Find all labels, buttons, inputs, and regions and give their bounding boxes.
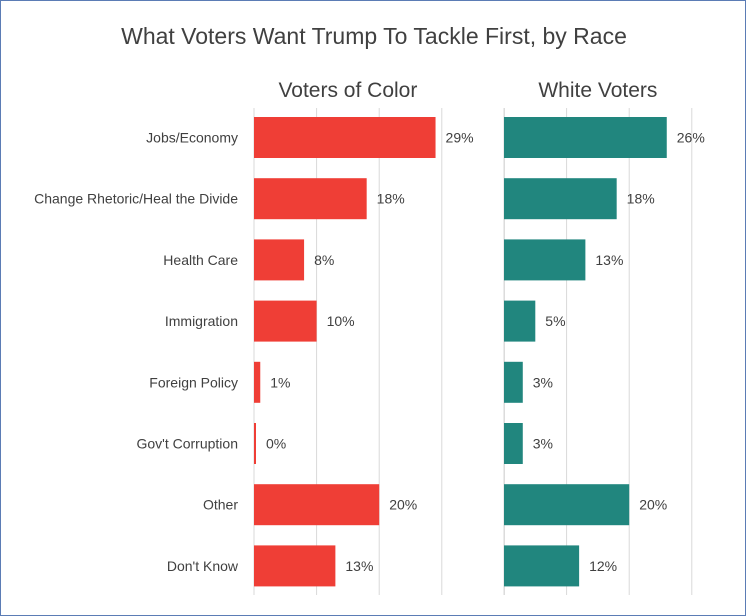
category-label: Don't Know — [167, 558, 239, 574]
bar — [254, 361, 261, 403]
category-label: Health Care — [163, 252, 238, 268]
data-label: 0% — [266, 436, 286, 452]
data-label: 13% — [595, 252, 623, 268]
data-label: 3% — [533, 436, 553, 452]
bar — [254, 484, 380, 526]
category-label: Jobs/Economy — [146, 130, 238, 146]
bar — [504, 545, 580, 587]
data-label: 20% — [639, 497, 667, 513]
bar — [254, 117, 436, 158]
panel-title: Voters of Color — [278, 79, 417, 102]
category-label: Change Rhetoric/Heal the Divide — [34, 191, 238, 207]
data-label: 12% — [589, 558, 617, 574]
data-label: 8% — [314, 252, 334, 268]
bar — [254, 178, 367, 220]
series-panel: Voters of Color 29% 18% 8% 10% 1% 0% 20% 13% — [254, 79, 474, 587]
category-label: Other — [203, 497, 238, 513]
chart-panels: Voters of Color29%18%8%10%1%0%20%13%Whit… — [254, 79, 705, 587]
bar — [504, 423, 523, 464]
bar — [254, 545, 336, 587]
bar — [254, 300, 317, 342]
bar — [254, 239, 305, 281]
bar — [254, 423, 256, 464]
category-labels: Jobs/Economy Change Rhetoric/Heal the Div… — [34, 130, 239, 574]
data-label: 26% — [677, 130, 705, 146]
category-label: Gov't Corruption — [137, 436, 239, 452]
data-label: 13% — [345, 558, 373, 574]
data-label: 10% — [327, 313, 355, 329]
data-label: 5% — [545, 313, 565, 329]
bar — [504, 117, 667, 158]
bar — [504, 484, 630, 526]
data-label: 3% — [533, 374, 553, 390]
category-label: Immigration — [165, 313, 238, 329]
data-label: 29% — [446, 130, 474, 146]
data-label: 18% — [377, 191, 405, 207]
bar — [504, 300, 536, 342]
panel-title: White Voters — [538, 79, 657, 102]
bar — [504, 178, 617, 220]
chart-title: What Voters Want Trump To Tackle First, … — [121, 23, 627, 49]
series-panel: White Voters 26% 18% 13% 5% 3% 3% 20% 12% — [504, 79, 705, 587]
bar — [504, 361, 523, 403]
bar — [504, 239, 586, 281]
category-label: Foreign Policy — [149, 374, 238, 390]
data-label: 1% — [270, 374, 290, 390]
data-label: 18% — [627, 191, 655, 207]
data-label: 20% — [389, 497, 417, 513]
